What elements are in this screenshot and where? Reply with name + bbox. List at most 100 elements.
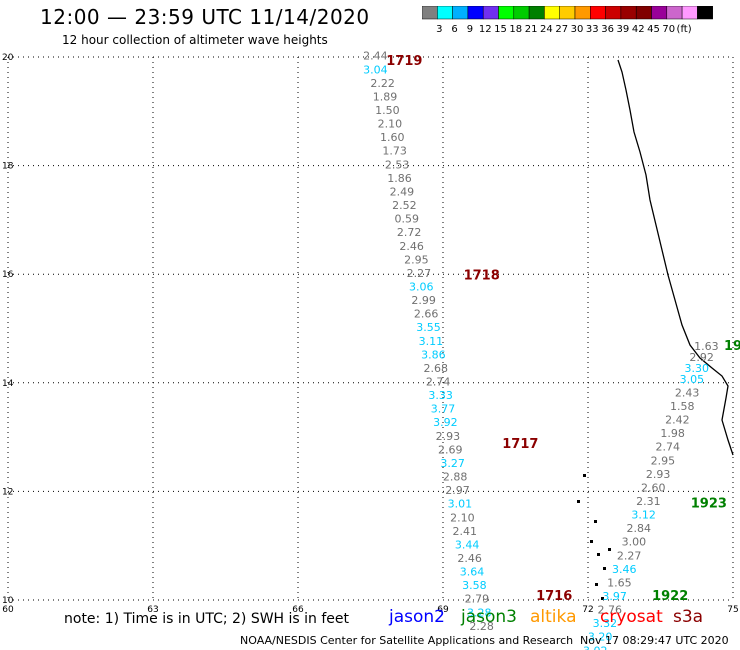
- wave-height-label: 2.42: [665, 414, 690, 427]
- y-tick-label: 16: [2, 270, 14, 280]
- wave-height-label: 3.30: [685, 362, 710, 375]
- wave-height-label: 3.27: [440, 457, 465, 470]
- wave-height-label: 2.72: [397, 226, 422, 239]
- island-marker: [590, 540, 593, 543]
- wave-height-label: 2.68: [424, 362, 449, 375]
- map-title: 12:00 — 23:59 UTC 11/14/2020: [40, 5, 370, 29]
- wave-height-label: 3.46: [612, 563, 637, 576]
- island-marker: [583, 474, 586, 477]
- wave-height-label: 2.46: [399, 240, 424, 253]
- wave-height-label: 2.79: [465, 593, 490, 606]
- wave-height-label: 2.10: [450, 511, 475, 524]
- wave-height-label: 1.86: [387, 172, 412, 185]
- wave-height-label: 2.97: [445, 484, 470, 497]
- legend-jason3: jason3: [461, 607, 517, 627]
- wave-height-label: 2.49: [390, 185, 415, 198]
- wave-height-label: 2.74: [426, 376, 451, 389]
- color-scale-label: 42: [632, 24, 645, 35]
- wave-height-label: 2.95: [651, 454, 676, 467]
- island-marker: [603, 567, 606, 570]
- y-tick-label: 18: [2, 162, 14, 172]
- color-scale-label: 33: [586, 24, 599, 35]
- x-tick-label: 63: [147, 605, 158, 615]
- x-tick-label: 72: [582, 605, 593, 615]
- island-marker: [608, 548, 611, 551]
- track-time-label: 1718: [464, 269, 500, 284]
- color-scale-label: 18: [509, 24, 522, 35]
- color-scale-label: (ft): [677, 24, 692, 35]
- track-time-label: 1716: [536, 589, 572, 604]
- track-time-label: 19: [724, 339, 740, 354]
- wave-height-label: 3.28: [467, 606, 492, 619]
- wave-height-label: 2.27: [407, 267, 432, 280]
- wave-height-label: 3.12: [631, 509, 656, 522]
- y-tick-label: 14: [2, 379, 14, 389]
- wave-height-label: 2.95: [404, 253, 429, 266]
- color-swatch: [697, 6, 713, 20]
- wave-height-label: 3.97: [602, 590, 627, 603]
- wave-height-label: 3.04: [363, 63, 388, 76]
- wave-height-label: 0.59: [395, 213, 420, 226]
- island-marker: [594, 520, 597, 523]
- x-tick-label: 66: [292, 605, 304, 615]
- y-tick-label: 20: [2, 53, 14, 63]
- wave-height-label: 2.41: [453, 525, 478, 538]
- track-time-label: 1922: [652, 589, 688, 604]
- wave-height-label: 1.98: [660, 427, 685, 440]
- wave-height-label: 2.69: [438, 443, 463, 456]
- wave-height-label: 3.44: [455, 538, 480, 551]
- wave-height-label: 3.58: [462, 579, 487, 592]
- track-time-label: 1719: [386, 54, 422, 69]
- track-time-label: 1923: [691, 497, 727, 512]
- wave-height-label: 3.00: [622, 536, 647, 549]
- x-tick-label: 60: [2, 605, 14, 615]
- wave-height-label: 3.06: [409, 280, 434, 293]
- wave-height-label: 3.55: [416, 321, 441, 334]
- color-scale-label: 6: [451, 24, 457, 35]
- color-scale-label: 36: [601, 24, 614, 35]
- wave-height-label: 3.11: [419, 335, 444, 348]
- wave-height-label: 2.76: [598, 604, 623, 617]
- wave-height-label: 3.33: [428, 389, 453, 402]
- wave-height-label: 3.02: [583, 644, 608, 650]
- color-scale-label: 9: [467, 24, 473, 35]
- wave-height-label: 2.31: [636, 495, 661, 508]
- island-marker: [601, 597, 604, 600]
- y-tick-label: 10: [2, 596, 14, 606]
- coastline: [617, 59, 734, 456]
- wave-height-label: 2.92: [689, 351, 714, 364]
- x-tick-label: 69: [437, 605, 449, 615]
- wave-height-label: 2.53: [385, 158, 410, 171]
- wave-height-label: 2.43: [675, 386, 700, 399]
- wave-height-label: 3.64: [460, 566, 485, 579]
- wave-height-label: 3.20: [588, 631, 613, 644]
- generated-timestamp: Nov 17 08:29:47 UTC 2020: [580, 634, 729, 647]
- wave-height-label: 1.65: [607, 576, 632, 589]
- wave-height-label: 2.28: [469, 620, 494, 633]
- wave-height-label: 2.88: [443, 471, 468, 484]
- wave-height-label: 1.89: [373, 90, 398, 103]
- map-subtitle: 12 hour collection of altimeter wave hei…: [62, 33, 328, 47]
- y-tick-label: 12: [2, 487, 13, 497]
- island-marker: [597, 553, 600, 556]
- wave-height-label: 2.44: [363, 50, 388, 63]
- wave-height-label: 2.46: [457, 552, 482, 565]
- legend-s3a: s3a: [673, 607, 704, 627]
- wave-height-label: 2.74: [656, 441, 681, 454]
- wave-height-label: 3.32: [593, 617, 618, 630]
- wave-height-label: 3.01: [448, 498, 473, 511]
- wave-height-label: 1.60: [380, 131, 405, 144]
- legend-jason2: jason2: [389, 607, 445, 627]
- wave-height-label: 3.86: [421, 348, 446, 361]
- wave-height-label: 2.10: [378, 118, 403, 131]
- color-scale-legend: 3 6 9 12 15 18 21 24 27 30 33 36 39 42 45 70 (ft): [422, 6, 713, 35]
- wave-height-label: 2.22: [370, 77, 395, 90]
- legend-cryosat: cryosat: [600, 607, 663, 627]
- wave-height-label: 1.58: [670, 400, 695, 413]
- color-scale-label: 70: [662, 24, 675, 35]
- footer-note: note: 1) Time is in UTC; 2) SWH is in fe…: [64, 611, 350, 627]
- island-marker: [577, 500, 580, 503]
- color-scale-label: 3: [436, 24, 442, 35]
- wave-height-label: 2.52: [392, 199, 417, 212]
